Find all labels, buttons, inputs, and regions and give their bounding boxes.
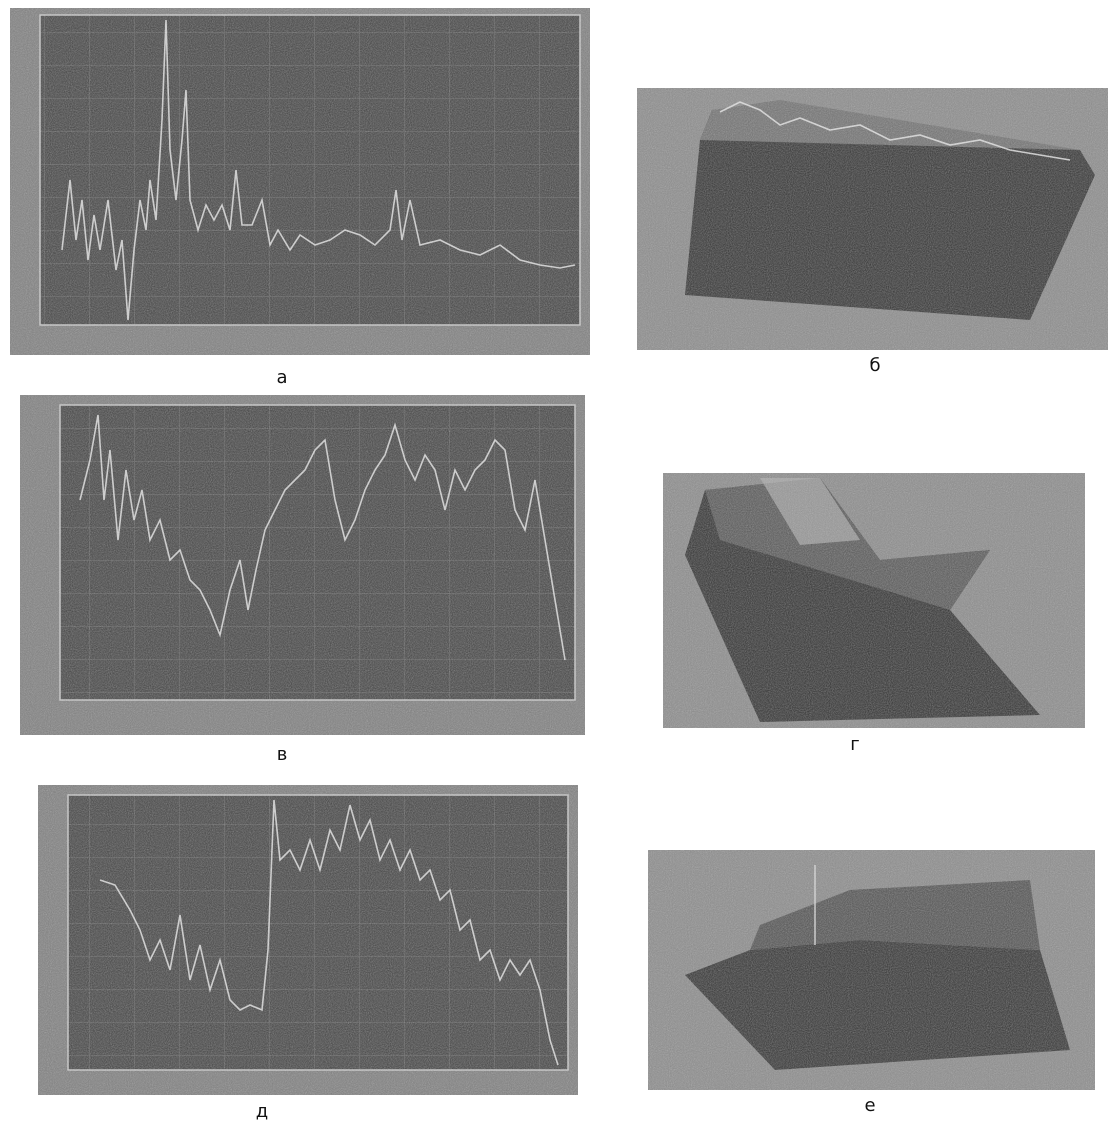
panel-b [637,88,1108,350]
panel-label: а [276,367,287,388]
panel-a [10,8,590,355]
panel-label: е [864,1095,875,1116]
panel-label: в [277,744,288,765]
panel-label: д [256,1101,268,1122]
figure: а б в г д [0,0,1112,1124]
panel-g [663,473,1085,728]
panel-d [38,785,578,1095]
panel-label: б [869,355,880,376]
panel-label: г [850,734,859,755]
panel-v [20,395,585,735]
panel-e [648,850,1095,1090]
